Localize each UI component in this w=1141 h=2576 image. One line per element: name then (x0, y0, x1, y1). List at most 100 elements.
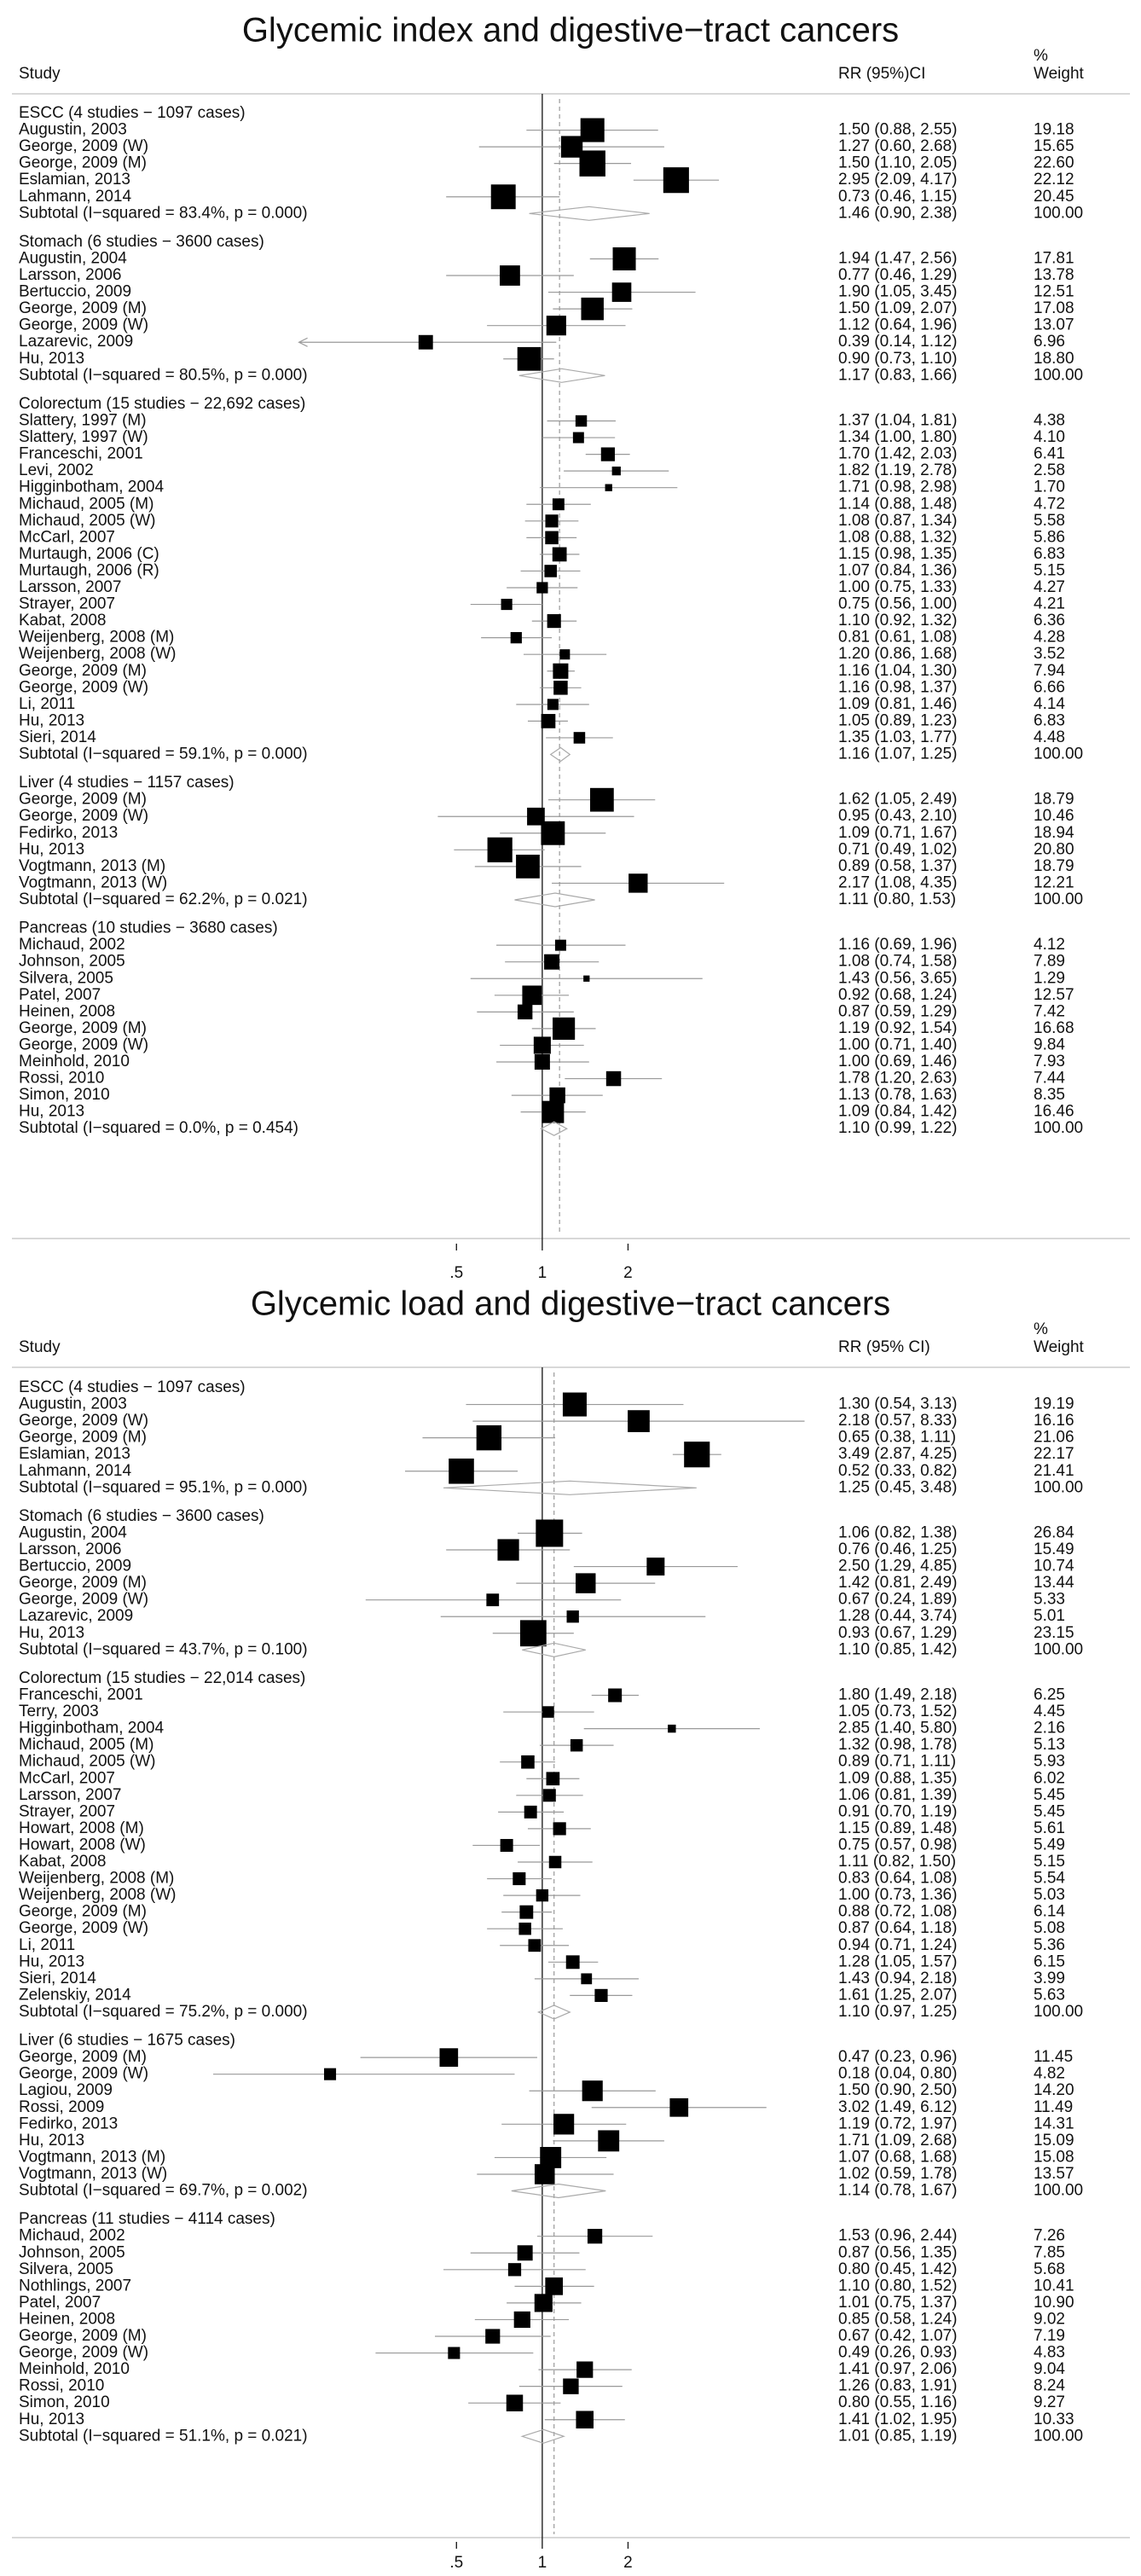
subtotal-row: Subtotal (I−squared = 51.1%, p = 0.021) 1… (19, 2427, 1083, 2445)
study-rr-ci: 1.20 (0.86, 1.68) (838, 645, 957, 663)
study-row: Slattery, 1997 (W) 1.34 (1.00, 1.80) 4.10 (19, 428, 1065, 446)
study-weight: 10.33 (1034, 2411, 1074, 2428)
study-weight: 12.21 (1034, 873, 1074, 891)
study-row: Augustin, 2004 1.94 (1.47, 2.56) 17.81 (19, 247, 1074, 270)
study-weight: 19.19 (1034, 1395, 1074, 1413)
study-row: Rossi, 2009 3.02 (1.49, 6.12) 11.49 (19, 2098, 1073, 2117)
study-weight: 5.61 (1034, 1819, 1065, 1837)
chart-title: Glycemic load and digestive−tract cancer… (251, 1285, 890, 1323)
study-rr-ci: 1.05 (0.89, 1.23) (838, 711, 957, 729)
study-rr-ci: 1.11 (0.82, 1.50) (838, 1853, 956, 1871)
subtotal-diamond (549, 746, 571, 763)
subtotal-weight: 100.00 (1034, 1478, 1083, 1496)
study-name: Johnson, 2005 (19, 953, 125, 971)
study-weight: 26.84 (1034, 1523, 1074, 1541)
study-weight-box (562, 1392, 587, 1417)
study-weight: 14.31 (1034, 2115, 1074, 2132)
study-rr-ci: 1.80 (1.49, 2.18) (838, 1686, 957, 1704)
study-row: Hu, 2013 1.71 (1.09, 2.68) 15.09 (19, 2130, 1074, 2152)
ci-truncation-arrow (298, 337, 308, 347)
study-weight: 11.49 (1034, 2098, 1073, 2116)
forest-panel-1: Glycemic index and digestive−tract cance… (12, 12, 1130, 1282)
study-rr-ci: 1.43 (0.56, 3.65) (838, 969, 957, 987)
study-row: Hu, 2013 0.93 (0.67, 1.29) 23.15 (19, 1620, 1074, 1647)
study-weight: 6.02 (1034, 1769, 1065, 1787)
study-row: Michaud, 2002 1.53 (0.96, 2.44) 7.26 (19, 2227, 1065, 2245)
study-rr-ci: 0.47 (0.23, 0.96) (838, 2048, 957, 2066)
study-row: Meinhold, 2010 1.00 (0.69, 1.46) 7.93 (19, 1053, 1065, 1070)
study-weight-box (545, 531, 559, 545)
study-weight: 18.94 (1034, 824, 1074, 842)
study-weight: 7.19 (1034, 2327, 1065, 2345)
study-weight-box (486, 1593, 500, 1607)
study-weight: 19.18 (1034, 121, 1074, 139)
subtotal-row: Subtotal (I−squared = 75.2%, p = 0.000) 1… (19, 2003, 1083, 2021)
study-name: Franceschi, 2001 (19, 1686, 143, 1704)
study-weight: 2.16 (1034, 1720, 1065, 1738)
study-row: Strayer, 2007 0.75 (0.56, 1.00) 4.21 (19, 595, 1065, 613)
study-row: Eslamian, 2013 2.95 (2.09, 4.17) 22.12 (19, 167, 1074, 194)
study-weight: 6.83 (1034, 711, 1065, 729)
study-rr-ci: 2.17 (1.08, 4.35) (838, 873, 957, 891)
study-row: Kabat, 2008 1.11 (0.82, 1.50) 5.15 (19, 1853, 1065, 1871)
study-weight-box (545, 2277, 564, 2295)
study-row: George, 2009 (W) 0.87 (0.64, 1.18) 5.08 (19, 1919, 1065, 1937)
study-rr-ci: 0.75 (0.57, 0.98) (838, 1836, 957, 1854)
column-header-weight: Weight (1034, 1338, 1085, 1356)
subtotal-diamond (529, 206, 650, 221)
study-weight: 20.45 (1034, 188, 1074, 206)
study-row: McCarl, 2007 1.08 (0.88, 1.32) 5.86 (19, 528, 1065, 546)
study-row: Michaud, 2005 (M) 1.14 (0.88, 1.48) 4.72 (19, 495, 1065, 513)
subtotal-label: Subtotal (I−squared = 43.7%, p = 0.100) (19, 1640, 308, 1658)
study-rr-ci: 1.30 (0.54, 3.13) (838, 1395, 957, 1413)
study-row: George, 2009 (W) 0.95 (0.43, 2.10) 10.46 (19, 807, 1074, 826)
study-weight-box (510, 632, 522, 644)
study-weight: 6.83 (1034, 545, 1065, 563)
study-weight: 5.15 (1034, 1853, 1065, 1871)
study-rr-ci: 0.73 (0.46, 1.15) (838, 188, 957, 206)
study-weight-box (549, 1087, 565, 1104)
study-weight-box (553, 2114, 575, 2135)
study-weight: 5.45 (1034, 1802, 1065, 1820)
study-weight: 4.72 (1034, 495, 1065, 513)
study-weight: 4.48 (1034, 728, 1065, 746)
study-weight: 5.86 (1034, 528, 1065, 546)
study-weight-box (534, 1053, 550, 1070)
study-weight: 8.35 (1034, 1086, 1065, 1104)
study-rr-ci: 1.78 (1.20, 2.63) (838, 1070, 957, 1088)
study-rr-ci: 0.39 (0.14, 1.12) (838, 333, 957, 351)
study-rr-ci: 2.18 (0.57, 8.33) (838, 1412, 957, 1430)
subtotal-weight: 100.00 (1034, 1119, 1083, 1137)
study-weight: 13.78 (1034, 266, 1074, 284)
study-weight: 18.79 (1034, 857, 1074, 875)
subtotal-weight: 100.00 (1034, 204, 1083, 222)
study-rr-ci: 0.85 (0.58, 1.24) (838, 2310, 957, 2328)
study-weight: 5.54 (1034, 1870, 1065, 1888)
study-weight: 15.65 (1034, 137, 1074, 155)
study-rr-ci: 0.80 (0.55, 1.16) (838, 2393, 957, 2411)
study-weight: 7.93 (1034, 1053, 1065, 1070)
study-weight: 16.46 (1034, 1103, 1074, 1121)
study-weight-box (576, 1573, 596, 1593)
study-weight-box (487, 837, 513, 862)
study-rr-ci: 1.10 (0.92, 1.32) (838, 612, 957, 629)
study-rr-ci: 1.35 (1.03, 1.77) (838, 728, 957, 746)
study-weight-box (501, 598, 513, 611)
study-weight-box (513, 2311, 530, 2329)
study-rr-ci: 1.34 (1.00, 1.80) (838, 428, 957, 446)
study-weight: 6.15 (1034, 1952, 1065, 1970)
study-rr-ci: 1.71 (1.09, 2.68) (838, 2132, 957, 2150)
study-weight-box (587, 2229, 603, 2244)
study-weight: 16.68 (1034, 1019, 1074, 1037)
study-weight: 21.06 (1034, 1429, 1074, 1447)
study-weight-box (519, 1620, 547, 1647)
study-weight-box (559, 649, 570, 660)
study-name: Rossi, 2010 (19, 1070, 104, 1088)
study-row: George, 2009 (M) 1.62 (1.05, 2.49) 18.79 (19, 787, 1074, 812)
study-rr-ci: 1.08 (0.87, 1.34) (838, 512, 957, 530)
study-row: Johnson, 2005 0.87 (0.56, 1.35) 7.85 (19, 2243, 1065, 2261)
column-header-weight-percent: % (1034, 1320, 1048, 1338)
study-rr-ci: 0.87 (0.59, 1.29) (838, 1002, 957, 1020)
study-weight: 13.57 (1034, 2165, 1074, 2183)
study-weight-box (439, 2048, 459, 2067)
